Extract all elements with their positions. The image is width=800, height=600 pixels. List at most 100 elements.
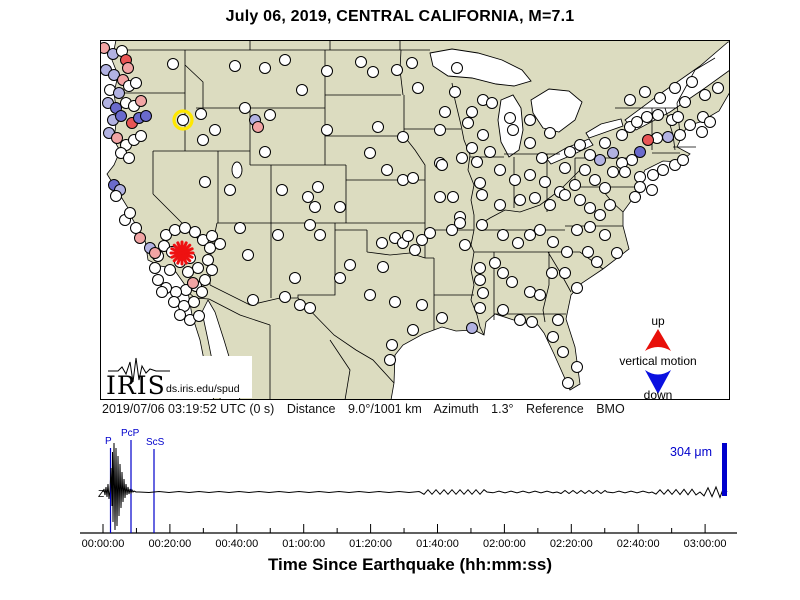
station-marker	[504, 112, 516, 124]
station-marker	[634, 171, 646, 183]
iris-logo-background	[102, 356, 252, 398]
station-marker	[229, 60, 241, 72]
station-marker	[192, 262, 204, 274]
station-marker	[509, 174, 521, 186]
station-marker	[652, 109, 664, 121]
station-marker	[424, 227, 436, 239]
station-marker	[434, 124, 446, 136]
legend-down-label: down	[644, 388, 673, 400]
tick-label: 02:20:00	[550, 538, 593, 550]
station-marker	[110, 190, 122, 202]
tick-label: 00:20:00	[148, 538, 191, 550]
station-marker	[559, 162, 571, 174]
station-marker	[196, 286, 208, 298]
station-marker	[629, 191, 641, 203]
station-marker	[544, 199, 556, 211]
phase-label-pcp: PcP	[121, 428, 140, 439]
station-marker	[462, 117, 474, 129]
station-marker	[546, 267, 558, 279]
station-marker	[149, 247, 161, 259]
station-marker	[294, 299, 306, 311]
station-marker	[276, 184, 288, 196]
station-marker	[696, 126, 708, 138]
station-marker	[386, 339, 398, 351]
station-marker	[434, 191, 446, 203]
station-marker	[209, 124, 221, 136]
station-marker	[544, 127, 556, 139]
station-marker	[407, 172, 419, 184]
station-marker	[571, 282, 583, 294]
station-marker	[539, 176, 551, 188]
status-distance-label: Distance	[286, 402, 336, 416]
station-marker	[599, 137, 611, 149]
station-marker	[321, 65, 333, 77]
station-marker	[474, 262, 486, 274]
status-time: 2019/07/06 03:19:52 UTC (0 s)	[102, 402, 275, 416]
station-marker	[704, 116, 716, 128]
station-marker	[279, 291, 291, 303]
station-marker	[247, 294, 259, 306]
station-marker	[514, 194, 526, 206]
lake-ontario	[585, 118, 624, 139]
station-marker	[552, 314, 564, 326]
station-marker	[259, 146, 271, 158]
station-marker	[474, 302, 486, 314]
station-marker	[152, 274, 164, 286]
station-marker	[484, 146, 496, 158]
station-marker	[547, 331, 559, 343]
station-marker	[296, 84, 308, 96]
station-marker	[252, 121, 264, 133]
station-marker	[562, 377, 574, 389]
tick-label: 03:00:00	[684, 538, 727, 550]
great-salt-lake	[231, 161, 243, 179]
station-marker	[456, 152, 468, 164]
phase-label-p: P	[105, 436, 112, 447]
station-marker	[589, 174, 601, 186]
station-marker	[272, 229, 284, 241]
phase-markers: P PcP ScS	[105, 428, 165, 533]
station-marker	[406, 57, 418, 69]
station-marker	[199, 176, 211, 188]
station-marker	[584, 202, 596, 214]
time-axis-ticks	[102, 524, 706, 533]
station-marker	[607, 166, 619, 178]
station-marker	[312, 181, 324, 193]
station-marker	[202, 254, 214, 266]
legend-up-label: up	[651, 314, 665, 328]
tick-label: 00:40:00	[215, 538, 258, 550]
station-marker	[364, 147, 376, 159]
station-marker	[669, 82, 681, 94]
station-marker	[454, 217, 466, 229]
legend-title: vertical motion	[619, 354, 696, 368]
station-marker	[486, 97, 498, 109]
station-marker	[355, 56, 367, 68]
station-marker	[679, 96, 691, 108]
station-marker	[167, 58, 179, 70]
station-marker	[193, 310, 205, 322]
station-marker	[135, 130, 147, 142]
station-marker	[639, 86, 651, 98]
station-marker	[447, 191, 459, 203]
station-marker	[259, 62, 271, 74]
station-marker	[571, 224, 583, 236]
station-marker	[662, 131, 674, 143]
station-marker	[149, 262, 161, 274]
station-marker	[182, 266, 194, 278]
station-marker	[657, 164, 669, 176]
station-marker	[497, 304, 509, 316]
station-marker	[569, 179, 581, 191]
seismogram-panel: 00:00:00 00:20:00 00:40:00 01:00:00 01:20:00…	[0, 418, 800, 590]
lake-huron	[530, 88, 583, 133]
epicenter-spoke	[170, 247, 194, 259]
station-marker	[529, 192, 541, 204]
station-marker	[446, 224, 458, 236]
station-marker	[599, 182, 611, 194]
station-marker	[471, 156, 483, 168]
station-marker	[604, 199, 616, 211]
station-marker	[626, 154, 638, 166]
station-marker	[474, 274, 486, 286]
station-marker	[224, 184, 236, 196]
station-marker	[344, 259, 356, 271]
station-marker	[264, 109, 276, 121]
station-marker	[524, 229, 536, 241]
